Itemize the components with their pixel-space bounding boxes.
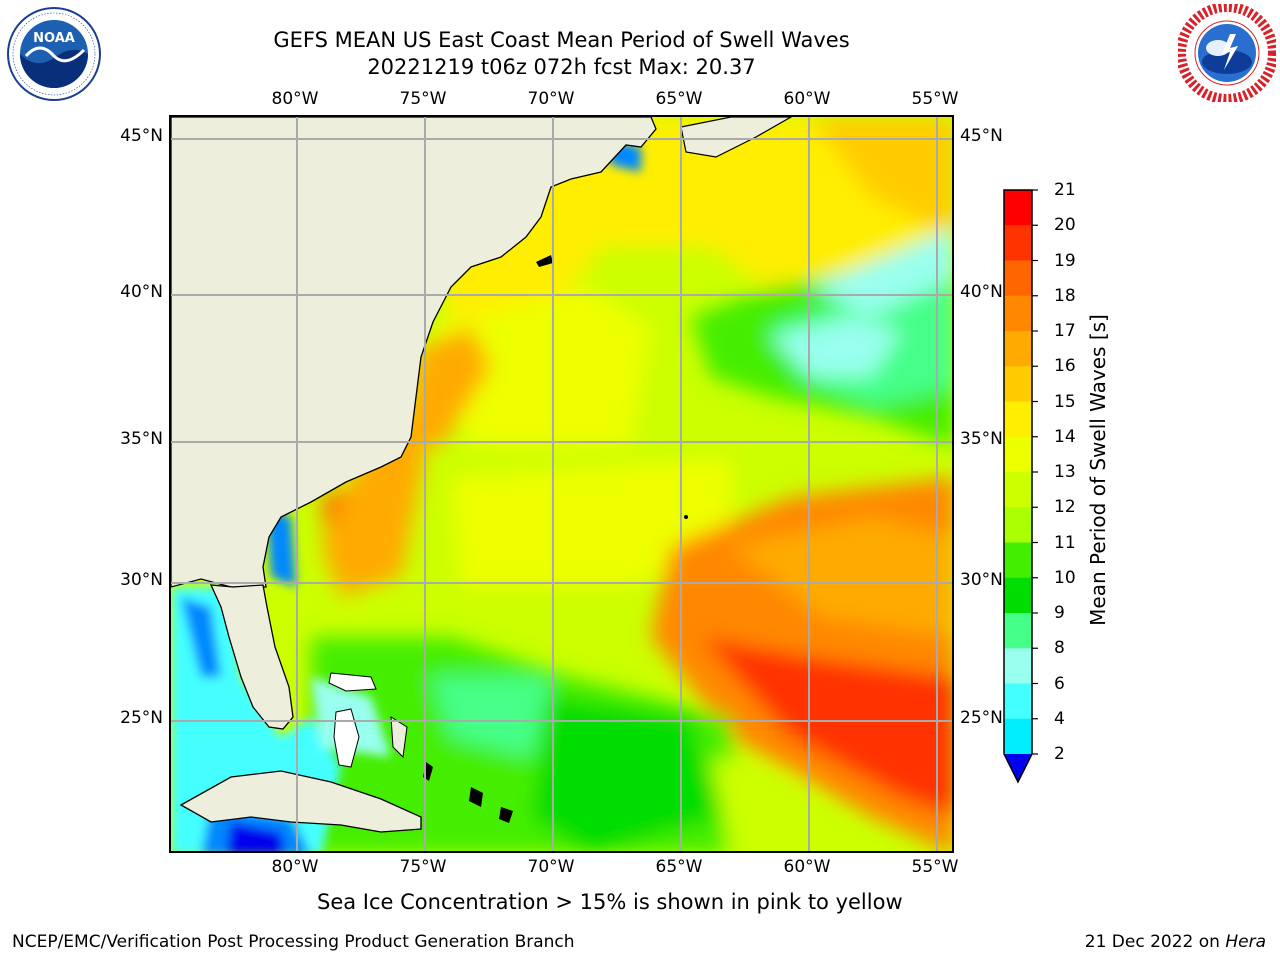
lon-label-top-65w: 65°W (655, 89, 703, 109)
date-stamp: 21 Dec 2022 on Hera (1085, 932, 1266, 952)
colorbar-tick-label: 14 (1054, 426, 1076, 447)
lat-label-right-25n: 25°N (960, 708, 1003, 728)
colorbar-tick-label: 4 (1054, 708, 1065, 729)
lon-label-bottom-65w: 65°W (655, 857, 703, 877)
colorbar-swatch (1004, 190, 1032, 226)
credit-text: NCEP/EMC/Verification Post Processing Pr… (12, 932, 575, 952)
lon-label-bottom-70w: 70°W (527, 857, 575, 877)
land-mass (171, 117, 793, 833)
noaa-logo-text: NOAA (33, 31, 75, 46)
swell-period-map (169, 115, 954, 853)
lat-label-left-40n: 40°N (120, 282, 163, 302)
colorbar-swatch (1004, 648, 1032, 684)
colorbar-underflow-arrow (1004, 754, 1032, 782)
colorbar-tick-label: 21 (1054, 180, 1076, 200)
colorbar-tick-label: 13 (1054, 462, 1076, 482)
colorbar-swatch (1004, 507, 1032, 543)
colorbar-swatch (1004, 683, 1032, 720)
colorbar-swatch (1004, 718, 1032, 755)
colorbar-swatch (1004, 401, 1032, 438)
map-title: GEFS MEAN US East Coast Mean Period of S… (273, 28, 850, 52)
lat-label-left-35n: 35°N (120, 429, 163, 449)
noaa-logo: NOAA (6, 6, 102, 102)
lon-label-top-75w: 75°W (399, 89, 447, 109)
lat-label-left-45n: 45°N (120, 126, 163, 146)
colorbar-tick-label: 12 (1054, 497, 1076, 518)
colorbar-tick-label: 16 (1054, 356, 1076, 377)
colorbar-tick-label: 15 (1054, 391, 1076, 412)
date-text: 21 Dec 2022 on (1084, 932, 1226, 952)
colorbar-tick-label: 19 (1054, 250, 1076, 271)
lon-label-top-60w: 60°W (783, 89, 831, 109)
colorbar-tick-label: 20 (1054, 215, 1076, 236)
lat-label-left-30n: 30°N (120, 570, 163, 590)
colorbar-swatch (1004, 295, 1032, 332)
colorbar-outline (1003, 189, 1033, 784)
nws-logo (1176, 2, 1278, 104)
colorbar-tick-label: 10 (1054, 567, 1076, 588)
colorbar-swatches (1003, 189, 1038, 784)
lat-label-right-35n: 35°N (960, 429, 1003, 449)
colorbar-swatch (1004, 577, 1032, 614)
colorbar-label: Mean Period of Swell Waves [s] (1086, 314, 1110, 626)
lon-label-bottom-80w: 80°W (271, 857, 319, 877)
colorbar-swatch (1004, 542, 1032, 579)
lon-label-bottom-75w: 75°W (399, 857, 447, 877)
colorbar-tick-label: 9 (1054, 603, 1065, 623)
machine-name: Hera (1225, 932, 1266, 952)
map-subtitle: 20221219 t06z 072h fcst Max: 20.37 (367, 55, 756, 79)
lat-label-left-25n: 25°N (120, 708, 163, 728)
lat-label-right-45n: 45°N (960, 126, 1003, 146)
colorbar-tick-label: 11 (1054, 532, 1076, 553)
colorbar-tick-label: 2 (1054, 744, 1065, 764)
colorbar-swatch (1004, 613, 1032, 649)
colorbar-swatch (1004, 436, 1032, 473)
lat-label-right-40n: 40°N (960, 282, 1003, 302)
lon-label-top-55w: 55°W (911, 89, 959, 109)
colorbar-swatch (1004, 260, 1032, 297)
colorbar-swatch (1004, 225, 1032, 261)
colorbar-swatch (1004, 331, 1032, 367)
swell-field (171, 117, 952, 851)
colorbar-ticks: 21 20 19 18 17 16 15 14 13 12 11 10 9 8 6 4 2 (1050, 180, 1110, 770)
lat-label-right-30n: 30°N (960, 570, 1003, 590)
colorbar-swatch (1004, 472, 1032, 508)
graticule (171, 117, 952, 851)
lon-label-top-80w: 80°W (271, 89, 319, 109)
lon-label-top-70w: 70°W (527, 89, 575, 109)
lon-label-bottom-60w: 60°W (783, 857, 831, 877)
colorbar-tick-label: 17 (1054, 321, 1076, 341)
colorbar-tick-label: 8 (1054, 638, 1065, 659)
colorbar-swatch (1004, 366, 1032, 402)
lon-label-bottom-55w: 55°W (911, 857, 959, 877)
colorbar-tick-label: 6 (1054, 673, 1065, 694)
sea-ice-note: Sea Ice Concentration > 15% is shown in … (317, 890, 903, 914)
colorbar (1000, 186, 1040, 786)
colorbar-tick-label: 18 (1054, 285, 1076, 306)
